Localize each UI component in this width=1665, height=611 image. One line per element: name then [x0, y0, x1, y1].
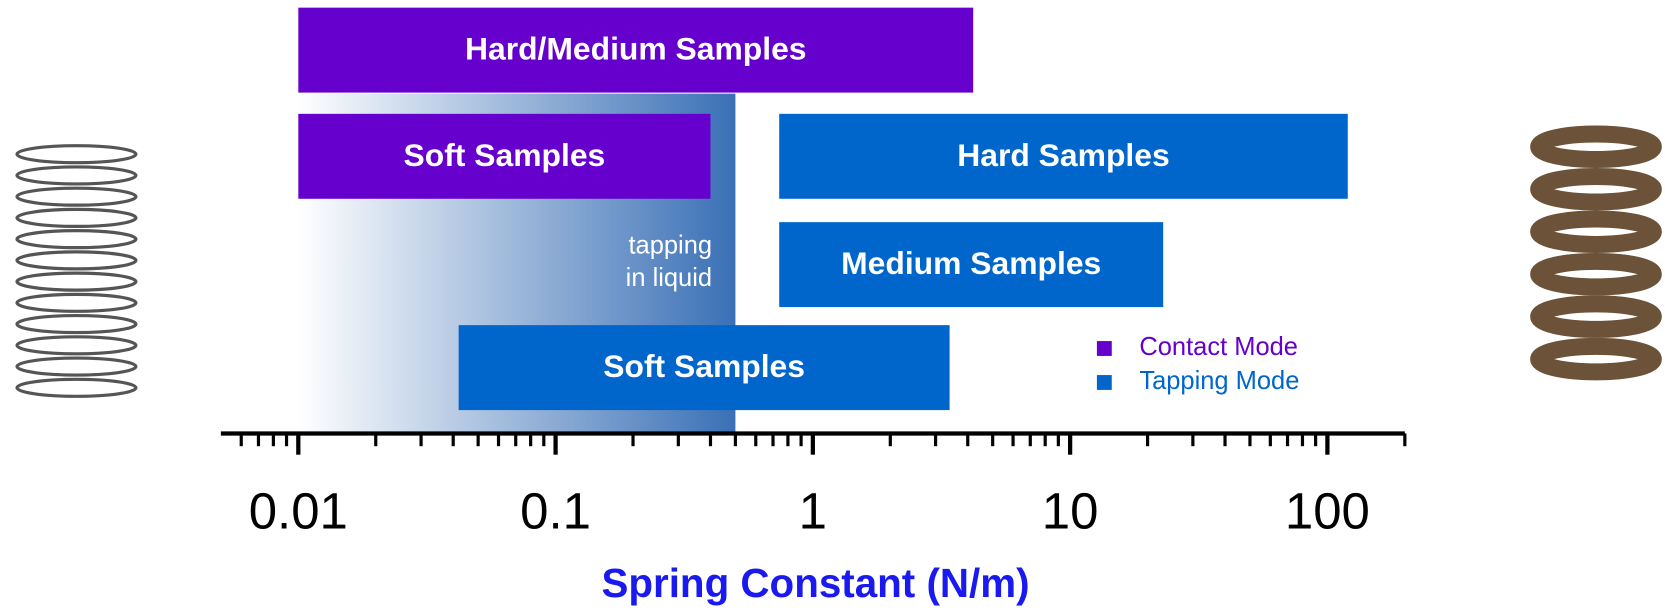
- legend-marker: [1097, 341, 1112, 356]
- legend-label: Tapping Mode: [1139, 367, 1299, 395]
- x-tick-label: 10: [1042, 483, 1099, 540]
- legend-label: Contact Mode: [1139, 333, 1298, 361]
- x-axis: 0.01 0.1 1 10 100: [221, 433, 1405, 539]
- bar-label: Hard/Medium Samples: [465, 31, 807, 67]
- bar-label: Medium Samples: [841, 245, 1101, 281]
- x-tick-label: 0.01: [249, 483, 348, 540]
- chart: tapping in liquid Hard/Medium Samples Soft…: [0, 0, 1665, 611]
- x-axis-title: Spring Constant (N/m): [601, 560, 1029, 606]
- bar-label: Hard Samples: [957, 137, 1169, 173]
- spring-soft: [17, 146, 136, 397]
- x-tick-label: 0.1: [520, 483, 591, 540]
- region-annotation: in liquid: [626, 264, 712, 292]
- legend-marker: [1097, 375, 1112, 390]
- x-tick-label: 100: [1285, 483, 1370, 540]
- spring-stiff: [1539, 134, 1654, 372]
- legend: Contact Mode Tapping Mode: [1097, 333, 1299, 395]
- bar-label: Soft Samples: [603, 348, 805, 384]
- region-annotation: tapping: [628, 231, 712, 259]
- x-tick-label: 1: [799, 483, 827, 540]
- bar-label: Soft Samples: [404, 137, 606, 173]
